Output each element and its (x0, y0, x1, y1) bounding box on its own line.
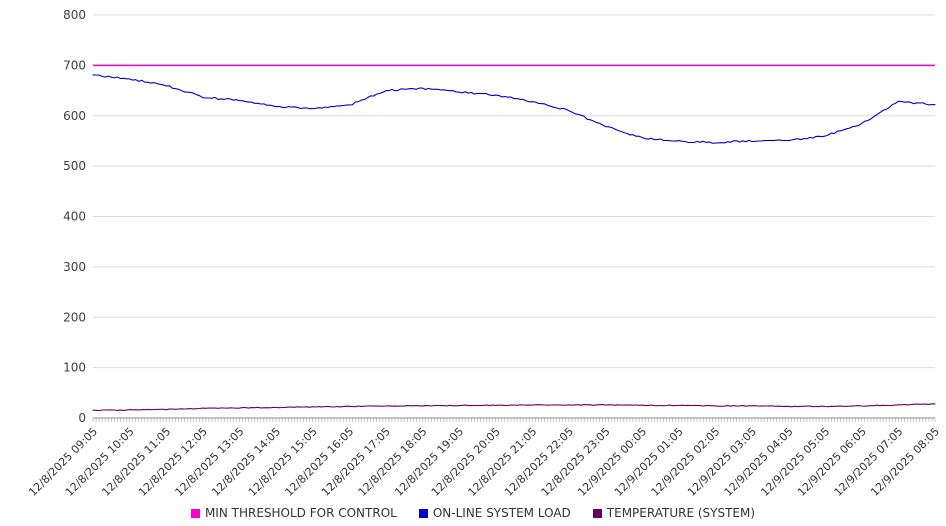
svg-text:12/9/2025 06:05: 12/9/2025 06:05 (795, 425, 869, 496)
svg-text:12/8/2025 19:05: 12/8/2025 19:05 (392, 425, 466, 496)
svg-text:12/9/2025 03:05: 12/9/2025 03:05 (685, 425, 759, 496)
svg-text:12/8/2025 18:05: 12/8/2025 18:05 (356, 425, 430, 496)
svg-text:12/8/2025 09:05: 12/8/2025 09:05 (26, 425, 100, 496)
legend-swatch-temperature (592, 508, 602, 518)
svg-text:800: 800 (63, 8, 86, 22)
y-axis-labels: 0 100 200 300 400 500 600 700 800 (63, 8, 86, 425)
svg-text:200: 200 (63, 310, 86, 324)
series-on-line-system-load (92, 74, 936, 144)
svg-text:100: 100 (63, 361, 86, 375)
svg-text:500: 500 (63, 159, 86, 173)
svg-text:0: 0 (78, 411, 86, 425)
chart-svg: 0 100 200 300 400 500 600 700 800 12/8/2025 09:05… (26, 8, 942, 496)
legend-label-min-threshold: MIN THRESHOLD FOR CONTROL (204, 506, 397, 520)
svg-text:400: 400 (63, 210, 86, 224)
svg-text:12/9/2025 00:05: 12/9/2025 00:05 (575, 425, 649, 496)
x-axis (92, 417, 936, 422)
svg-text:700: 700 (63, 58, 86, 72)
chart-legend: MIN THRESHOLD FOR CONTROL ON-LINE SYSTEM… (0, 506, 946, 520)
svg-text:12/8/2025 17:05: 12/8/2025 17:05 (319, 425, 393, 496)
legend-item-temperature: TEMPERATURE (SYSTEM) (592, 506, 756, 520)
svg-text:12/9/2025 07:05: 12/9/2025 07:05 (832, 425, 906, 496)
svg-text:12/9/2025 05:05: 12/9/2025 05:05 (758, 425, 832, 496)
svg-text:12/9/2025 08:05: 12/9/2025 08:05 (868, 425, 942, 496)
svg-text:12/8/2025 15:05: 12/8/2025 15:05 (246, 425, 320, 496)
svg-text:12/8/2025 11:05: 12/8/2025 11:05 (99, 425, 173, 496)
legend-item-min-threshold: MIN THRESHOLD FOR CONTROL (190, 506, 397, 520)
svg-text:12/8/2025 22:05: 12/8/2025 22:05 (502, 425, 576, 496)
svg-text:12/8/2025 10:05: 12/8/2025 10:05 (63, 425, 137, 496)
svg-text:12/8/2025 16:05: 12/8/2025 16:05 (282, 425, 356, 496)
series-temperature-system (92, 403, 936, 412)
svg-text:12/8/2025 13:05: 12/8/2025 13:05 (173, 425, 247, 496)
svg-text:600: 600 (63, 109, 86, 123)
svg-text:12/8/2025 20:05: 12/8/2025 20:05 (429, 425, 503, 496)
svg-text:12/9/2025 01:05: 12/9/2025 01:05 (612, 425, 686, 496)
svg-text:12/8/2025 14:05: 12/8/2025 14:05 (209, 425, 283, 496)
svg-text:12/9/2025 02:05: 12/9/2025 02:05 (648, 425, 722, 496)
legend-label-temperature: TEMPERATURE (SYSTEM) (606, 506, 756, 520)
svg-text:12/9/2025 04:05: 12/9/2025 04:05 (722, 425, 796, 496)
grid-lines (93, 14, 935, 369)
svg-text:12/8/2025 21:05: 12/8/2025 21:05 (465, 425, 539, 496)
svg-text:12/8/2025 23:05: 12/8/2025 23:05 (539, 425, 613, 496)
legend-item-system-load: ON-LINE SYSTEM LOAD (418, 506, 571, 520)
legend-swatch-system-load (418, 508, 428, 518)
svg-text:12/8/2025 12:05: 12/8/2025 12:05 (136, 425, 210, 496)
legend-label-system-load: ON-LINE SYSTEM LOAD (432, 506, 571, 520)
legend-swatch-min-threshold (190, 508, 200, 518)
svg-text:300: 300 (63, 260, 86, 274)
